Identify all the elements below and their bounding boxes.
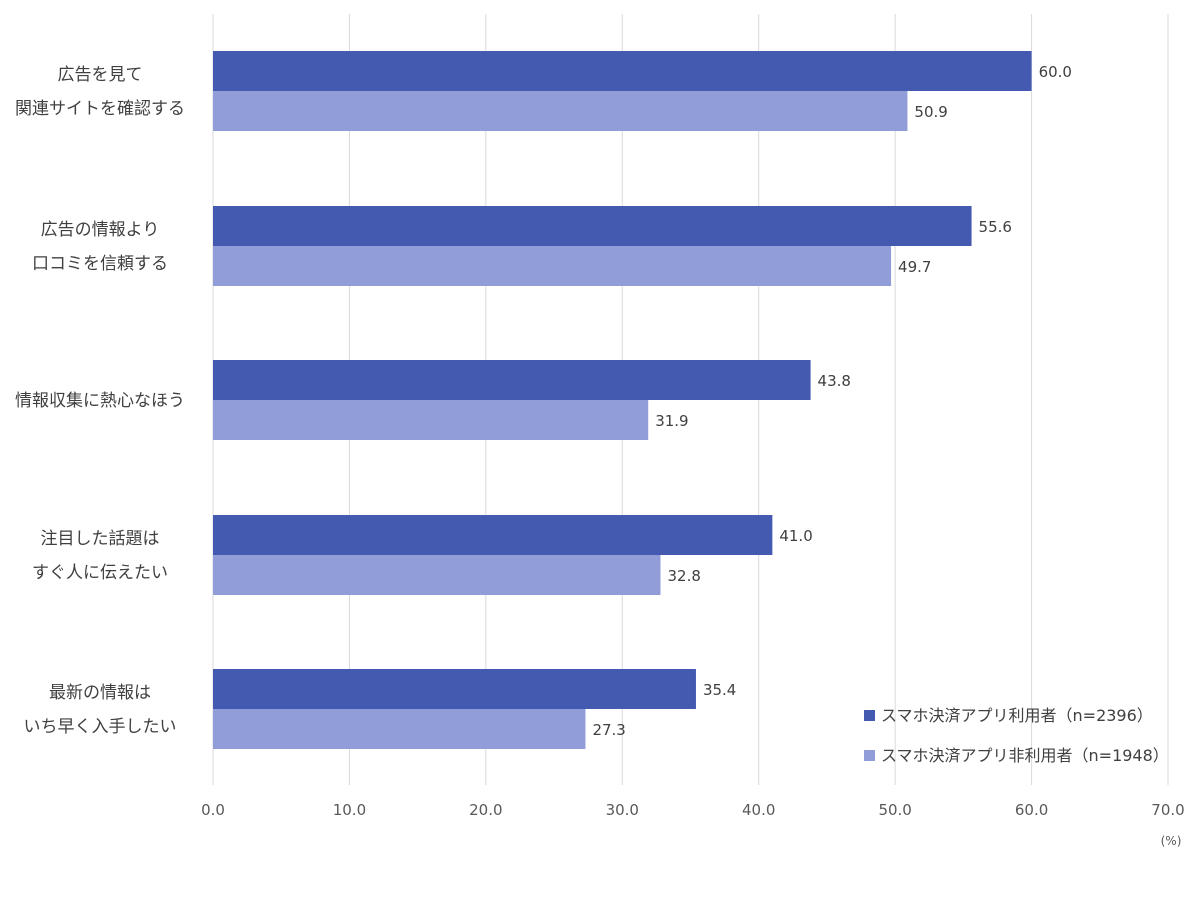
bar <box>213 709 586 749</box>
legend-swatch <box>864 710 875 721</box>
legend-label: スマホ決済アプリ非利用者（n=1948） <box>881 746 1169 765</box>
data-label: 43.8 <box>818 372 851 390</box>
bar <box>213 91 908 131</box>
data-label: 31.9 <box>655 412 688 430</box>
bars: 60.0 55.6 43.8 41.0 35.4 50.9 49.7 31.9 32.8 27.3 <box>213 51 1072 749</box>
legend-swatch <box>864 750 875 761</box>
bar <box>213 246 892 286</box>
value-axis: 0.0 10.0 20.0 30.0 40.0 50.0 60.0 70.0 <box>201 801 1185 819</box>
data-label: 60.0 <box>1039 63 1072 81</box>
bar <box>213 669 696 709</box>
legend-label: スマホ決済アプリ利用者（n=2396） <box>881 706 1153 725</box>
bar <box>213 555 661 595</box>
bar <box>213 206 972 246</box>
data-label: 32.8 <box>667 567 700 585</box>
bar <box>213 515 773 555</box>
bar <box>213 400 649 440</box>
category-label: 最新の情報は <box>49 683 151 703</box>
x-tick-label: 20.0 <box>469 801 502 819</box>
bar <box>213 51 1032 91</box>
category-label: いち早く入手したい <box>24 717 177 737</box>
data-label: 35.4 <box>703 681 736 699</box>
legend: スマホ決済アプリ利用者（n=2396） スマホ決済アプリ非利用者（n=1948） <box>864 706 1169 765</box>
data-label: 41.0 <box>779 527 812 545</box>
x-tick-label: 60.0 <box>1015 801 1048 819</box>
x-tick-label: 0.0 <box>201 801 225 819</box>
category-label: 広告の情報より <box>41 220 160 240</box>
data-label: 27.3 <box>592 721 625 739</box>
category-axis: 広告を見て関連サイトを確認する広告の情報より口コミを信頼する情報収集に熱心なほう… <box>15 65 185 737</box>
category-label: 関連サイトを確認する <box>15 99 185 119</box>
x-tick-label: 10.0 <box>333 801 366 819</box>
category-label: 注目した話題は <box>41 529 160 549</box>
data-label: 55.6 <box>979 218 1012 236</box>
data-label: 49.7 <box>898 258 931 276</box>
category-label: 口コミを信頼する <box>32 254 168 274</box>
x-tick-label: 30.0 <box>606 801 639 819</box>
category-label: 広告を見て <box>58 65 143 85</box>
x-tick-label: 70.0 <box>1151 801 1184 819</box>
category-label: 情報収集に熱心なほう <box>15 391 185 411</box>
x-tick-label: 40.0 <box>742 801 775 819</box>
bar <box>213 360 811 400</box>
category-label: すぐ人に伝えたい <box>32 563 168 583</box>
x-tick-label: 50.0 <box>878 801 911 819</box>
data-label: 50.9 <box>914 103 947 121</box>
unit-label: (%) <box>1161 834 1182 848</box>
